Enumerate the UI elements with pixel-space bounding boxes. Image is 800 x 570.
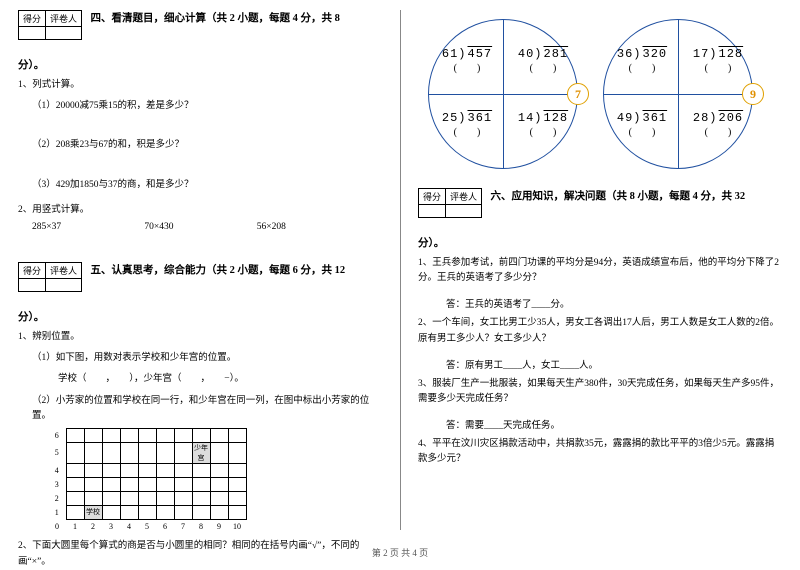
- c1-br: 14)128 ( ): [507, 112, 579, 138]
- q5-1-1b: 学校（ ， ），少年宫（ ， −）。: [58, 372, 382, 387]
- q4-1: 1、列式计算。: [18, 78, 382, 93]
- circle-left-center: 7: [567, 83, 589, 105]
- q5-1: 1、辨别位置。: [18, 330, 382, 345]
- q4-1-2: （2）208乘23与67的和，积是多少？: [32, 138, 382, 153]
- c2-tl: 36)320 ( ): [606, 48, 678, 74]
- section-4-title: 四、看清题目，细心计算（共 2 小题，每题 4 分，共 8: [91, 10, 340, 25]
- section-5-header: 得分 评卷人 五、认真思考，综合能力（共 2 小题，每题 6 分，共 12: [18, 262, 382, 295]
- circle-right-center: 9: [742, 83, 764, 105]
- q4-1-1: （1）20000减75乘15的积，差是多少？: [32, 99, 382, 114]
- two-circles-diagram: 61)457 ( ) 40)281 ( ) 25)361 ( ) 14)128 …: [418, 14, 782, 184]
- section-6-title: 六、应用知识，解决问题（共 8 小题，每题 4 分，共 32: [491, 188, 746, 203]
- calc-3: 56×208: [257, 222, 367, 232]
- circle-right: 36)320 ( ) 17)128 ( ) 49)361 ( ) 28)206 …: [603, 19, 753, 169]
- q4-2: 2、用竖式计算。: [18, 203, 382, 218]
- section-5-tail: 分）。: [18, 309, 382, 324]
- score-box-6: 得分 评卷人: [418, 188, 482, 218]
- calc-2: 70×430: [144, 222, 254, 232]
- calc-row: 285×37 70×430 56×208: [32, 222, 382, 232]
- c1-tr: 40)281 ( ): [507, 48, 579, 74]
- left-column: 得分 评卷人 四、看清题目，细心计算（共 2 小题，每题 4 分，共 8 分）。…: [0, 0, 400, 565]
- circle-left: 61)457 ( ) 40)281 ( ) 25)361 ( ) 14)128 …: [428, 19, 578, 169]
- a6-3: 答：需要____天完成任务。: [446, 417, 782, 431]
- a6-1: 答：王兵的英语考了____分。: [446, 296, 782, 310]
- q6-4: 4、平平在汶川灾区捐款活动中，共捐款35元，露露捐的款比平平的3倍少5元。露露捐…: [418, 437, 782, 467]
- q5-1-2: （2）小芳家的位置和学校在同一行，和少年宫在同一列，在图中标出小芳家的位置。: [32, 394, 382, 424]
- score-label: 得分: [19, 11, 46, 27]
- coordinate-grid: 6 5少年宫 4 3 2 1学校 0 1 2 3 4 5 6 7 8 9 10: [48, 428, 382, 534]
- q6-1: 1、王兵参加考试，前四门功课的平均分是94分，英语成绩宣布后，他的平均分下降了2…: [418, 256, 782, 286]
- grader-label: 评卷人: [46, 11, 82, 27]
- page-footer: 第 2 页 共 4 页: [0, 546, 800, 559]
- section-4-header: 得分 评卷人 四、看清题目，细心计算（共 2 小题，每题 4 分，共 8: [18, 10, 382, 43]
- q4-1-3: （3）429加1850与37的商，和是多少？: [32, 178, 382, 193]
- a6-2: 答：原有男工____人，女工____人。: [446, 357, 782, 371]
- c2-bl: 49)361 ( ): [606, 112, 678, 138]
- score-box-4: 得分 评卷人: [18, 10, 82, 40]
- section-6-header: 得分 评卷人 六、应用知识，解决问题（共 8 小题，每题 4 分，共 32: [418, 188, 782, 221]
- c2-tr: 17)128 ( ): [682, 48, 754, 74]
- section-4-tail: 分）。: [18, 57, 382, 72]
- c1-tl: 61)457 ( ): [431, 48, 503, 74]
- section-5-title: 五、认真思考，综合能力（共 2 小题，每题 6 分，共 12: [91, 262, 346, 277]
- q6-3: 3、服装厂生产一批服装，如果每天生产380件，30天完成任务，如果每天生产多95…: [418, 377, 782, 407]
- school-label: 学校: [84, 505, 102, 519]
- right-column: 61)457 ( ) 40)281 ( ) 25)361 ( ) 14)128 …: [400, 0, 800, 565]
- q6-2: 2、一个车间，女工比男工少35人，男女工各调出17人后，男工人数是女工人数的2倍…: [418, 316, 782, 346]
- q5-1-1: （1）如下图，用数对表示学校和少年宫的位置。: [32, 351, 382, 366]
- calc-1: 285×37: [32, 222, 142, 232]
- section-6-tail: 分）。: [418, 235, 782, 250]
- c1-bl: 25)361 ( ): [431, 112, 503, 138]
- palace-label: 少年宫: [192, 442, 210, 463]
- score-box-5: 得分 评卷人: [18, 262, 82, 292]
- c2-br: 28)206 ( ): [682, 112, 754, 138]
